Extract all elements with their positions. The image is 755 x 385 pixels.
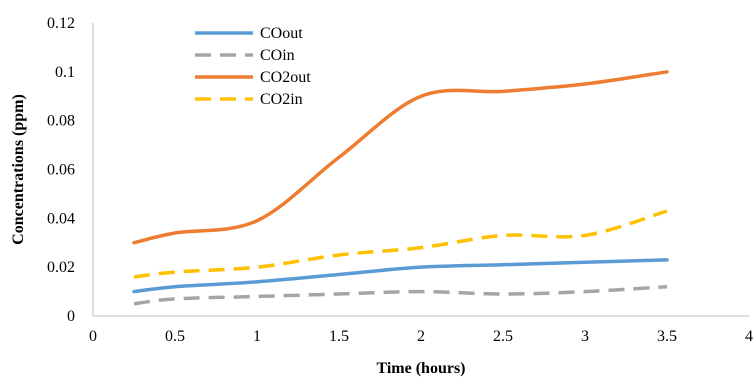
y-tick-label: 0.02 [47, 259, 75, 276]
x-tick-label: 3 [581, 328, 589, 345]
x-tick-label: 2.5 [493, 328, 513, 345]
x-tick-label: 0 [89, 328, 97, 345]
legend-label-coout: COout [260, 25, 303, 42]
y-tick-label: 0.06 [47, 162, 75, 179]
y-tick-label: 0.08 [47, 113, 75, 130]
y-tick-label: 0.12 [47, 15, 75, 32]
series-line-co2out [132, 70, 669, 245]
y-tick-label: 0.1 [55, 64, 75, 81]
x-tick-label: 1 [253, 328, 261, 345]
x-tick-label: 4 [745, 328, 753, 345]
series-line-coout [132, 258, 669, 294]
legend: COout COin CO2out CO2in [195, 25, 311, 108]
legend-label-co2out: CO2out [260, 69, 311, 86]
x-axis-ticks: 0 0.5 1 1.5 2 2.5 3 3.5 4 [89, 328, 753, 345]
series-layer [132, 70, 669, 306]
y-axis-title: Concentrations (ppm) [10, 94, 27, 245]
y-tick-label: 0 [67, 308, 75, 325]
y-axis-ticks: 0 0.02 0.04 0.06 0.08 0.1 0.12 [47, 15, 75, 325]
x-axis-title: Time (hours) [376, 360, 465, 377]
x-tick-label: 0.5 [165, 328, 185, 345]
y-tick-label: 0.04 [47, 210, 75, 227]
legend-label-coin: COin [260, 47, 295, 64]
x-tick-label: 1.5 [329, 328, 349, 345]
x-tick-label: 2 [417, 328, 425, 345]
series-line-co2in [133, 209, 668, 279]
x-tick-label: 3.5 [657, 328, 677, 345]
series-line-coin [133, 284, 668, 306]
axes [92, 23, 749, 317]
legend-label-co2in: CO2in [260, 91, 303, 108]
